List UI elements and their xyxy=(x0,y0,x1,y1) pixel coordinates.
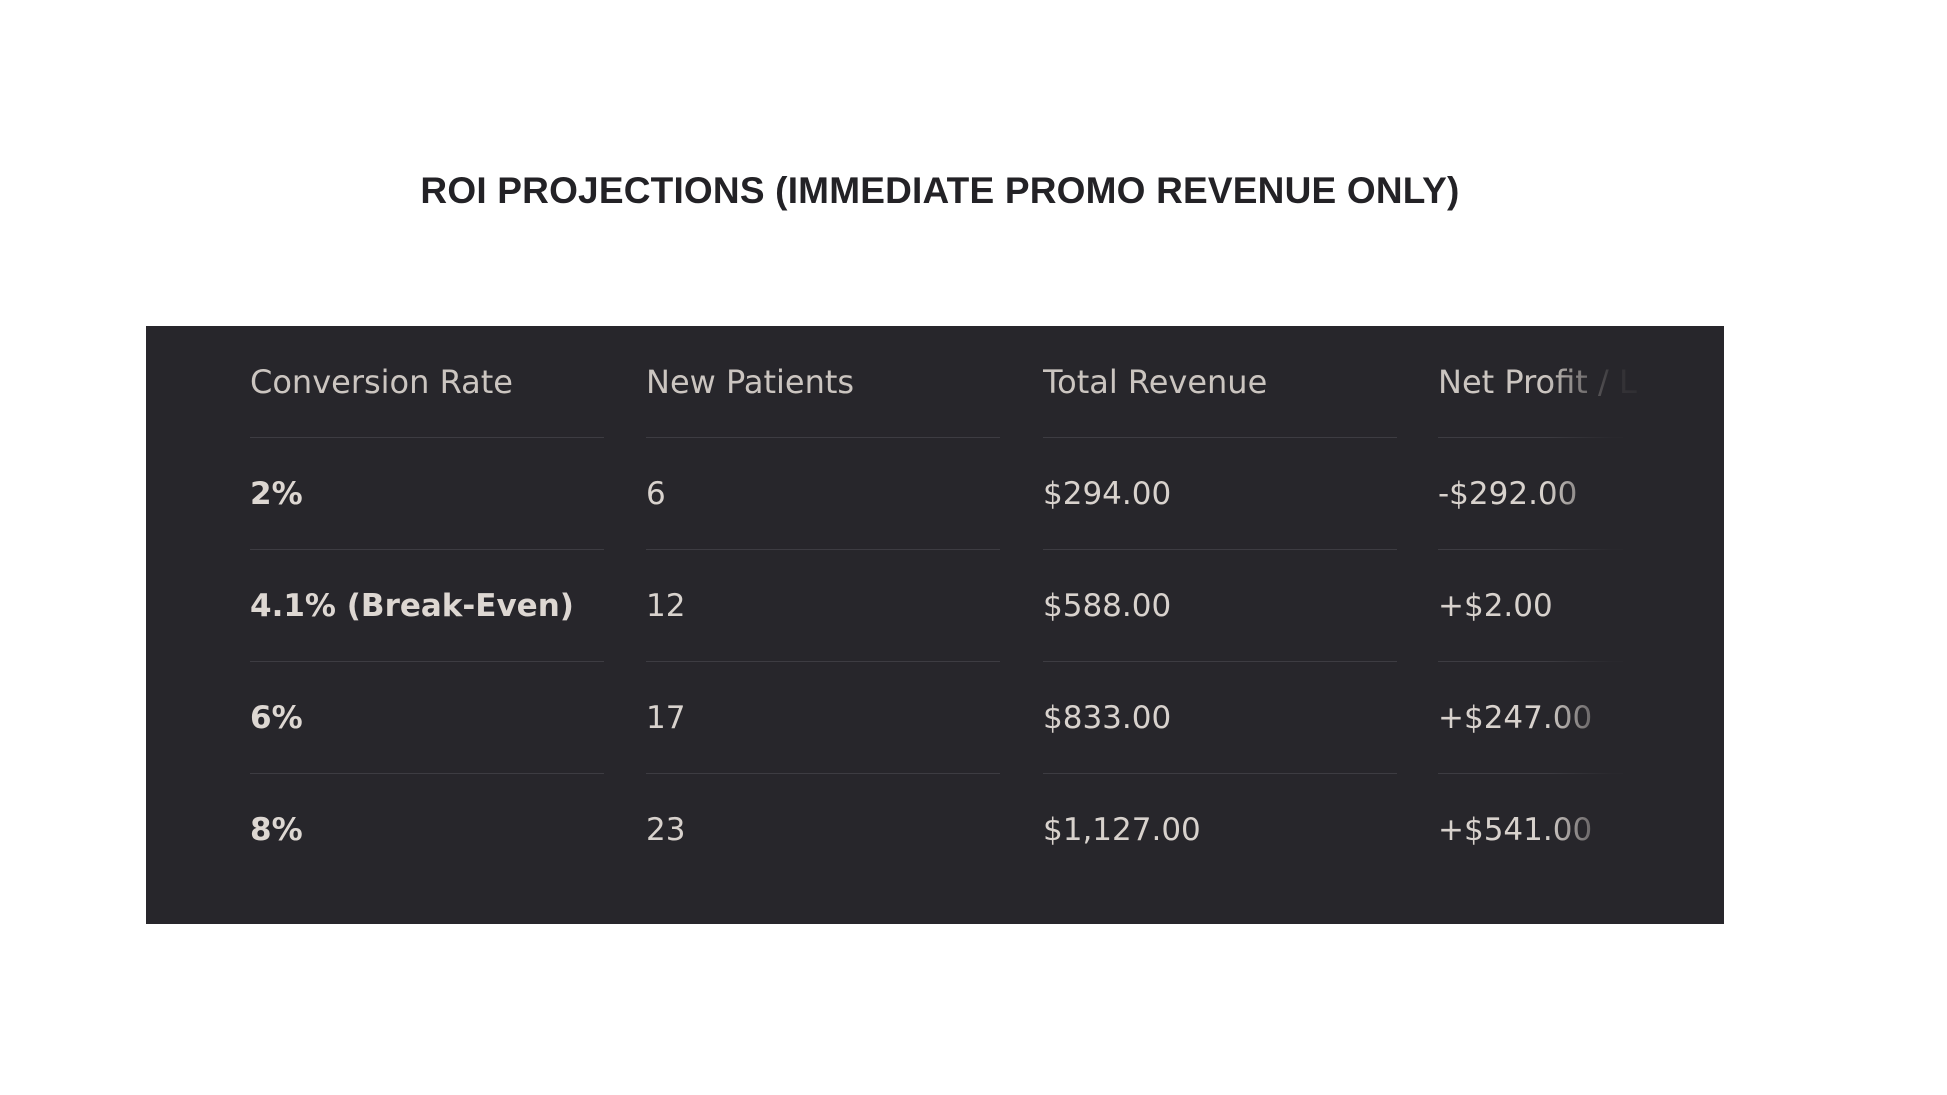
header-conversion-rate: Conversion Rate xyxy=(250,363,513,401)
row-divider xyxy=(1438,773,1623,774)
page-title: ROI PROJECTIONS (IMMEDIATE PROMO REVENUE… xyxy=(420,170,1460,211)
cell-new-patients: 23 xyxy=(646,812,686,848)
row-divider xyxy=(250,437,604,438)
row-divider xyxy=(1043,661,1397,662)
row-divider xyxy=(646,773,1000,774)
row-divider xyxy=(1043,549,1397,550)
table-row: 4.1% (Break-Even) 12 $588.00 +$2.00 xyxy=(146,550,1724,662)
row-divider xyxy=(1043,437,1397,438)
header-net-profit: Net Profit / Lo xyxy=(1438,363,1638,401)
cell-net-profit: +$541.00 xyxy=(1438,812,1593,848)
cell-total-revenue: $1,127.00 xyxy=(1043,812,1201,848)
cell-conversion-rate: 4.1% (Break-Even) xyxy=(250,588,574,624)
row-divider xyxy=(1438,661,1623,662)
roi-table: Conversion Rate New Patients Total Reven… xyxy=(146,326,1724,924)
header-total-revenue: Total Revenue xyxy=(1043,363,1268,401)
cell-conversion-rate: 2% xyxy=(250,476,303,512)
row-divider xyxy=(646,549,1000,550)
row-divider xyxy=(250,661,604,662)
table-row: 2% 6 $294.00 -$292.00 xyxy=(146,438,1724,550)
cell-conversion-rate: 6% xyxy=(250,700,303,736)
table-header-row: Conversion Rate New Patients Total Reven… xyxy=(146,326,1724,438)
row-divider xyxy=(1438,437,1623,438)
cell-conversion-rate: 8% xyxy=(250,812,303,848)
table-row: 6% 17 $833.00 +$247.00 xyxy=(146,662,1724,774)
cell-net-profit: +$247.00 xyxy=(1438,700,1593,736)
header-new-patients: New Patients xyxy=(646,363,855,401)
cell-total-revenue: $294.00 xyxy=(1043,476,1172,512)
row-divider xyxy=(250,549,604,550)
cell-total-revenue: $588.00 xyxy=(1043,588,1172,624)
cell-net-profit: -$292.00 xyxy=(1438,476,1578,512)
table-row: 8% 23 $1,127.00 +$541.00 xyxy=(146,774,1724,886)
row-divider xyxy=(646,661,1000,662)
cell-new-patients: 6 xyxy=(646,476,666,512)
cell-net-profit: +$2.00 xyxy=(1438,588,1553,624)
cell-total-revenue: $833.00 xyxy=(1043,700,1172,736)
cell-new-patients: 12 xyxy=(646,588,686,624)
row-divider xyxy=(1438,549,1623,550)
row-divider xyxy=(646,437,1000,438)
cell-new-patients: 17 xyxy=(646,700,686,736)
row-divider xyxy=(1043,773,1397,774)
row-divider xyxy=(250,773,604,774)
